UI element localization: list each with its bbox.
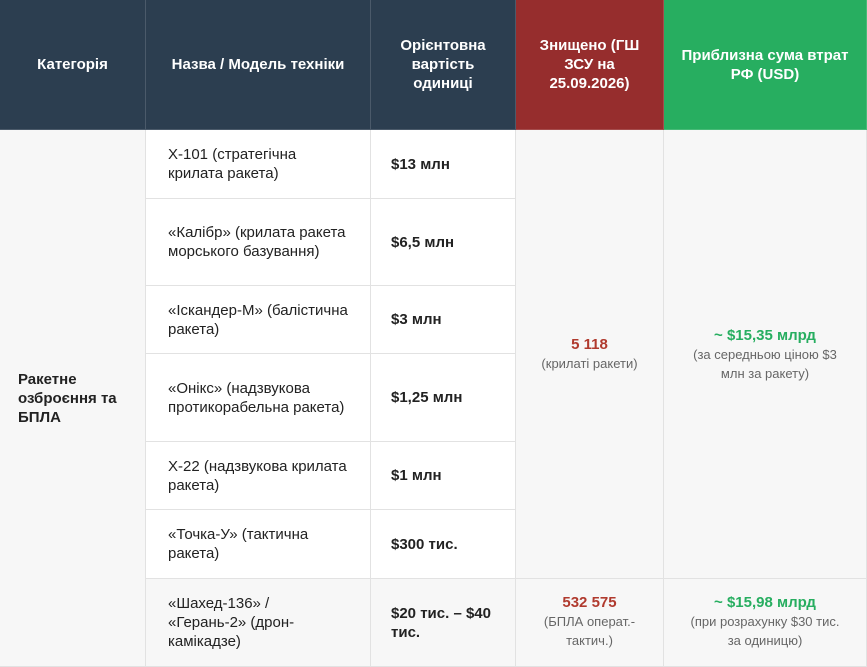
sum-cell: ~ $15,98 млрд (при розрахунку $30 тис. з… [664,579,867,667]
destroyed-cell: 532 575 (БПЛА операт.-тактич.) [516,579,664,667]
sum-note: (за середньою ціною $3 млн за ракету) [693,346,837,381]
model-name: Х-22 (надзвукова крилата ракета) [146,442,371,510]
category-cell: Ракетне озброєння та БПЛА [0,130,146,667]
header-cell: Назва / Модель техніки [146,0,371,130]
header-cell: Знищено (ГШ ЗСУ на 25.09.2026) [516,0,664,130]
model-name: «Точка-У» (тактична ракета) [146,510,371,579]
unit-cost: $20 тис. – $40 тис. [371,579,516,667]
unit-cost: $13 млн [371,130,516,199]
header-cell: Категорія [0,0,146,130]
unit-cost: $3 млн [371,286,516,354]
sum-note: (при розрахунку $30 тис. за одиницю) [690,614,840,648]
header-cell: Орієнтовна вартість одиниці [371,0,516,130]
destroyed-note: (БПЛА операт.-тактич.) [543,614,636,648]
model-name: «Шахед-136» / «Герань-2» (дрон-камікадзе… [146,579,371,667]
unit-cost: $6,5 млн [371,199,516,286]
model-name: «Іскандер-М» (балістична ракета) [146,286,371,354]
model-name: «Калібр» (крилата ракета морського базув… [146,199,371,286]
unit-cost: $1,25 млн [371,354,516,442]
loss-sum: ~ $15,35 млрд [714,326,816,344]
model-name: «Онікс» (надзвукова протикорабельна раке… [146,354,371,442]
destroyed-count: 5 118 [571,336,608,353]
destroyed-note: (крилаті ракети) [541,356,638,371]
unit-cost: $1 млн [371,442,516,510]
header-cell: Приблизна сума втрат РФ (USD) [664,0,867,130]
model-name: Х-101 (стратегічна крилата ракета) [146,130,371,199]
loss-sum: ~ $15,98 млрд [714,594,816,611]
destroyed-cell: 5 118 (крилаті ракети) [516,130,664,579]
unit-cost: $300 тис. [371,510,516,579]
sum-cell: ~ $15,35 млрд (за середньою ціною $3 млн… [664,130,867,579]
destroyed-count: 532 575 [562,594,617,611]
